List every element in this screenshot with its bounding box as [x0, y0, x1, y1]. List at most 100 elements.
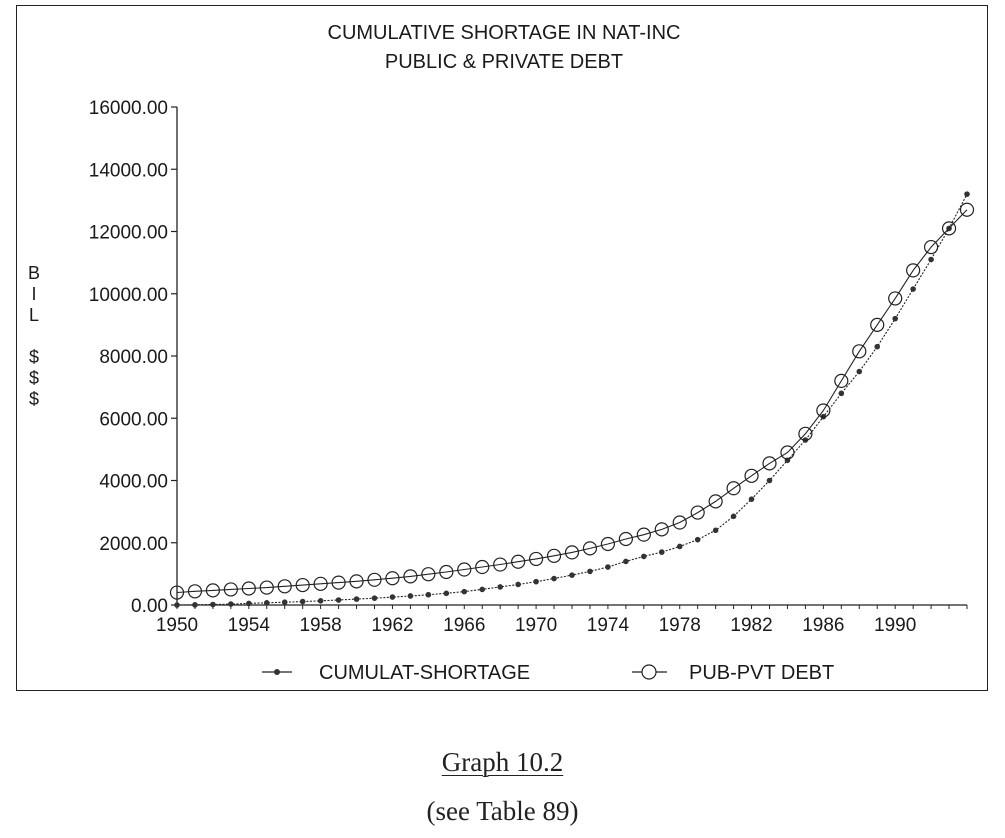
data-point-pub-pvt-debt — [295, 577, 310, 593]
x-tick-label: 1950 — [156, 615, 198, 636]
data-point-cumulat-shortage — [479, 586, 486, 593]
x-tick-label: 1954 — [228, 615, 271, 636]
y-axis-label: BIL$$$ — [28, 263, 40, 409]
chart-subtitle: PUBLIC & PRIVATE DEBT — [385, 51, 623, 73]
data-point-cumulat-shortage — [874, 343, 881, 350]
y-axis-label-char: L — [29, 305, 39, 325]
data-point-cumulat-shortage — [694, 536, 701, 543]
data-point-pub-pvt-debt — [475, 559, 490, 575]
legend-marker-pub-pvt-debt — [641, 664, 657, 680]
y-axis-label-char: I — [31, 284, 36, 304]
data-point-pub-pvt-debt — [241, 581, 256, 596]
table-reference: (see Table 89) — [426, 796, 579, 826]
data-point-pub-pvt-debt — [906, 263, 921, 278]
legend-label-pub-pvt-debt: PUB-PVT DEBT — [689, 662, 834, 684]
data-point-cumulat-shortage — [210, 601, 216, 608]
legend: CUMULAT-SHORTAGE PUB-PVT DEBT — [262, 662, 834, 684]
data-point-pub-pvt-debt — [582, 541, 598, 556]
legend-label-cumulat-shortage: CUMULAT-SHORTAGE — [319, 662, 530, 684]
data-point-pub-pvt-debt — [816, 403, 831, 418]
series-line-pub-pvt-debt — [176, 209, 968, 594]
x-tick-label: 1966 — [443, 615, 485, 636]
data-point-cumulat-shortage — [658, 549, 665, 555]
y-tick-label: 12000.00 — [89, 223, 168, 244]
data-point-pub-pvt-debt — [636, 527, 651, 542]
graph-caption-text: Graph 10.2 — [441, 747, 564, 777]
y-tick-label: 2000.00 — [99, 534, 168, 555]
data-point-pub-pvt-debt — [546, 548, 562, 563]
data-point-cumulat-shortage — [174, 602, 180, 608]
data-point-cumulat-shortage — [299, 598, 306, 605]
data-point-cumulat-shortage — [389, 594, 396, 600]
data-point-cumulat-shortage — [748, 496, 755, 502]
x-tick-label: 1986 — [802, 615, 844, 636]
data-point-pub-pvt-debt — [169, 585, 185, 600]
data-point-cumulat-shortage — [443, 590, 450, 597]
y-tick-label: 6000.00 — [99, 409, 168, 430]
data-point-cumulat-shortage — [533, 578, 539, 585]
data-point-cumulat-shortage — [587, 568, 593, 575]
x-tick-label: 1958 — [299, 615, 341, 636]
data-point-cumulat-shortage — [281, 599, 288, 605]
data-point-cumulat-shortage — [712, 527, 719, 534]
data-point-pub-pvt-debt — [367, 572, 382, 587]
data-point-pub-pvt-debt — [511, 554, 526, 569]
data-point-pub-pvt-debt — [277, 579, 292, 594]
data-point-cumulat-shortage — [856, 368, 863, 375]
x-tick-label: 1982 — [730, 615, 772, 636]
data-point-cumulat-shortage — [515, 581, 521, 588]
y-tick-label: 10000.00 — [89, 285, 168, 306]
data-point-cumulat-shortage — [551, 575, 557, 582]
data-point-pub-pvt-debt — [349, 574, 364, 589]
data-point-pub-pvt-debt — [852, 344, 867, 359]
data-point-pub-pvt-debt — [780, 445, 795, 460]
data-point-pub-pvt-debt — [654, 522, 669, 537]
data-point-cumulat-shortage — [676, 543, 683, 550]
line-chart: CUMULATIVE SHORTAGE IN NAT-INC PUBLIC & … — [28, 22, 975, 684]
data-point-pub-pvt-debt — [385, 571, 400, 586]
data-point-cumulat-shortage — [461, 588, 468, 595]
data-point-cumulat-shortage — [730, 513, 737, 520]
y-tick-labels: 0.00 2000.00 4000.00 6000.00 8000.00 10000.00… — [89, 98, 168, 617]
data-point-cumulat-shortage — [353, 596, 360, 602]
data-point-cumulat-shortage — [928, 256, 934, 263]
data-point-pub-pvt-debt — [959, 202, 975, 217]
data-point-pub-pvt-debt — [313, 576, 328, 591]
data-point-cumulat-shortage — [317, 597, 324, 604]
data-point-cumulat-shortage — [246, 600, 252, 607]
data-point-pub-pvt-debt — [493, 557, 508, 572]
data-point-pub-pvt-debt — [457, 562, 472, 577]
data-point-pub-pvt-debt — [403, 569, 418, 584]
data-point-cumulat-shortage — [605, 564, 611, 570]
data-point-pub-pvt-debt — [205, 583, 221, 598]
data-point-cumulat-shortage — [335, 597, 342, 603]
data-point-cumulat-shortage — [263, 600, 270, 606]
data-point-pub-pvt-debt — [187, 584, 203, 599]
data-point-pub-pvt-debt — [941, 221, 957, 236]
data-point-cumulat-shortage — [641, 553, 647, 560]
chart-title-group: CUMULATIVE SHORTAGE IN NAT-INC PUBLIC & … — [328, 22, 681, 73]
data-point-pub-pvt-debt — [618, 531, 633, 547]
graph-caption: Graph 10.2 — [0, 747, 1005, 778]
data-point-cumulat-shortage — [425, 591, 432, 598]
data-point-cumulat-shortage — [228, 601, 234, 607]
y-axis-label-char: B — [28, 263, 40, 283]
data-point-pub-pvt-debt — [834, 373, 849, 388]
x-tick-label: 1970 — [515, 615, 557, 636]
data-point-pub-pvt-debt — [672, 515, 687, 530]
data-point-pub-pvt-debt — [331, 575, 346, 590]
x-tick-label: 1990 — [874, 615, 916, 636]
data-series — [169, 191, 975, 608]
data-point-pub-pvt-debt — [726, 481, 741, 496]
series-line-cumulat-shortage — [176, 193, 968, 606]
data-point-pub-pvt-debt — [528, 551, 544, 567]
data-point-cumulat-shortage — [910, 286, 916, 292]
data-point-pub-pvt-debt — [223, 582, 238, 597]
y-tick-label: 0.00 — [131, 596, 168, 617]
y-tick-label: 8000.00 — [99, 347, 168, 368]
data-point-cumulat-shortage — [964, 191, 970, 197]
data-point-pub-pvt-debt — [690, 505, 705, 520]
data-point-pub-pvt-debt — [564, 545, 580, 560]
y-axis-label-char: $ — [29, 389, 39, 409]
data-point-pub-pvt-debt — [888, 291, 903, 306]
